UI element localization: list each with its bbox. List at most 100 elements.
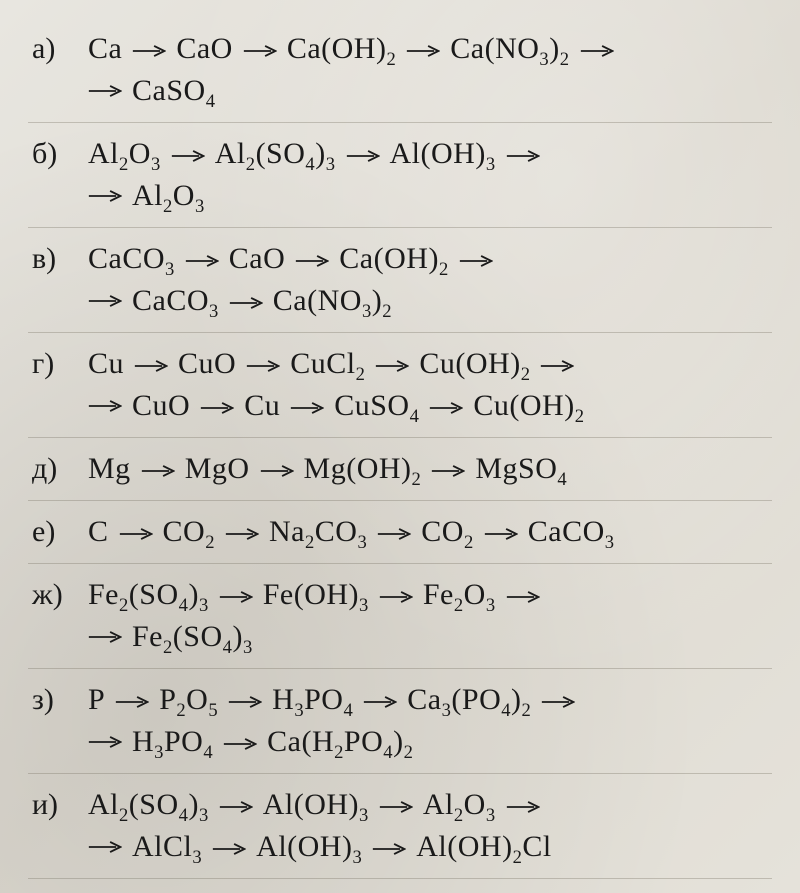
arrow-icon	[131, 448, 185, 490]
reaction-chain: CaCO3CaOCa(OH)2CaCO3Ca(NO3)2	[88, 238, 768, 322]
row-label: к)	[32, 889, 88, 893]
arrow-icon	[215, 511, 269, 553]
formula: Fe(OH)3	[263, 574, 369, 616]
formula: CO2	[163, 511, 215, 553]
arrow-icon	[369, 574, 423, 616]
arrow-icon	[124, 343, 178, 385]
reaction-row: ж)Fe2(SO4)3Fe(OH)3Fe2O3Fe2(SO4)3	[28, 564, 772, 669]
row-label: з)	[32, 679, 88, 721]
reaction-row: в)CaCO3CaOCa(OH)2CaCO3Ca(NO3)2	[28, 228, 772, 333]
reaction-row: д)MgMgOMg(OH)2MgSO4	[28, 438, 772, 501]
reaction-chain: Fe2(SO4)3Fe(OH)3Fe2O3Fe2(SO4)3	[88, 574, 768, 658]
arrow-icon	[285, 238, 339, 280]
formula: CuO	[132, 385, 190, 427]
row-label: ж)	[32, 574, 88, 616]
formula: Ca(H2PO4)2	[267, 721, 413, 763]
reaction-chain: MgMgOMg(OH)2MgSO4	[88, 448, 768, 490]
reaction-chain: SO3 ZnSO4 Zn(OH)2 ZnO	[88, 889, 768, 893]
formula: Al(OH)3	[390, 133, 496, 175]
reaction-chain: CaCaOCa(OH)2Ca(NO3)2CaSO4	[88, 28, 768, 112]
arrow-icon	[122, 28, 176, 70]
formula: MgSO4	[475, 448, 567, 490]
arrow-icon	[570, 28, 624, 70]
formula: Cu	[244, 385, 280, 427]
formula: Al2(SO4)3	[88, 784, 209, 826]
arrow-icon	[275, 889, 329, 893]
reaction-chain: C CO2 Na2CO3 CO2 CaCO3	[88, 511, 768, 553]
reaction-list: а)CaCaOCa(OH)2Ca(NO3)2CaSO4б)Al2O3Al2(SO…	[28, 18, 772, 893]
arrow-icon	[421, 448, 475, 490]
arrow-icon	[202, 826, 256, 868]
reaction-row: б)Al2O3Al2(SO4)3Al(OH)3Al2O3	[28, 123, 772, 228]
formula: Fe2O3	[423, 574, 496, 616]
arrow-icon	[353, 679, 407, 721]
formula: ZnO	[492, 889, 549, 893]
arrow-icon	[336, 133, 390, 175]
reaction-row: к)SO3 ZnSO4 Zn(OH)2 ZnO	[28, 879, 772, 893]
formula: C	[88, 511, 109, 553]
arrow-icon	[474, 511, 528, 553]
formula: CO2	[421, 511, 473, 553]
arrow-icon	[209, 784, 263, 826]
arrow-icon	[137, 889, 191, 893]
arrow-icon	[530, 343, 584, 385]
arrow-icon	[218, 679, 272, 721]
arrow-icon	[190, 385, 244, 427]
exercise-page: а)CaCaOCa(OH)2Ca(NO3)2CaSO4б)Al2O3Al2(SO…	[0, 0, 800, 893]
formula: CaCO3	[528, 511, 615, 553]
arrow-icon	[449, 238, 503, 280]
row-label: б)	[32, 133, 88, 175]
formula: MgO	[185, 448, 250, 490]
continuation-arrow-icon	[88, 630, 132, 644]
formula: P	[88, 679, 105, 721]
row-label: е)	[32, 511, 88, 553]
arrow-icon	[250, 448, 304, 490]
formula: P2O5	[159, 679, 218, 721]
arrow-icon	[396, 28, 450, 70]
formula: H3PO4	[132, 721, 213, 763]
formula: CaCO3	[132, 280, 219, 322]
formula: H3PO4	[272, 679, 353, 721]
formula: Fe2(SO4)3	[88, 574, 209, 616]
reaction-chain: PP2O5H3PO4Ca3(PO4)2H3PO4Ca(H2PO4)2	[88, 679, 768, 763]
formula: Na2CO3	[269, 511, 367, 553]
row-label: г)	[32, 343, 88, 385]
reaction-chain: Al2O3Al2(SO4)3Al(OH)3Al2O3	[88, 133, 768, 217]
arrow-icon	[367, 511, 421, 553]
formula: CaCO3	[88, 238, 175, 280]
arrow-icon	[362, 826, 416, 868]
row-label: д)	[32, 448, 88, 490]
formula: ZnSO4	[191, 889, 274, 893]
arrow-icon	[365, 343, 419, 385]
arrow-icon	[161, 133, 215, 175]
formula: CaO	[176, 28, 233, 70]
formula: Cu(OH)2	[473, 385, 584, 427]
formula: Ca	[88, 28, 122, 70]
arrow-icon	[209, 574, 263, 616]
continuation-arrow-icon	[88, 294, 132, 308]
reaction-row: а)CaCaOCa(OH)2Ca(NO3)2CaSO4	[28, 18, 772, 123]
formula: Ca(OH)2	[287, 28, 396, 70]
formula: AlCl3	[132, 826, 202, 868]
row-label: и)	[32, 784, 88, 826]
formula: Al(OH)3	[263, 784, 369, 826]
formula: SO3	[88, 889, 137, 893]
continuation-arrow-icon	[88, 840, 132, 854]
formula: CuSO4	[334, 385, 419, 427]
arrow-icon	[175, 238, 229, 280]
row-label: в)	[32, 238, 88, 280]
formula: CuCl2	[290, 343, 365, 385]
arrow-icon	[419, 385, 473, 427]
reaction-chain: Al2(SO4)3Al(OH)3Al2O3AlCl3Al(OH)3Al(OH)2…	[88, 784, 768, 868]
arrow-icon	[233, 28, 287, 70]
arrow-icon	[531, 679, 585, 721]
formula: Ca3(PO4)2	[407, 679, 531, 721]
formula: Zn(OH)2	[329, 889, 438, 893]
formula: Cu	[88, 343, 124, 385]
reaction-row: г)CuCuOCuCl2Cu(OH)2CuOCuCuSO4Cu(OH)2	[28, 333, 772, 438]
arrow-icon	[213, 721, 267, 763]
reaction-chain: CuCuOCuCl2Cu(OH)2CuOCuCuSO4Cu(OH)2	[88, 343, 768, 427]
formula: Al2O3	[132, 175, 205, 217]
arrow-icon	[496, 133, 550, 175]
formula: Mg(OH)2	[304, 448, 422, 490]
